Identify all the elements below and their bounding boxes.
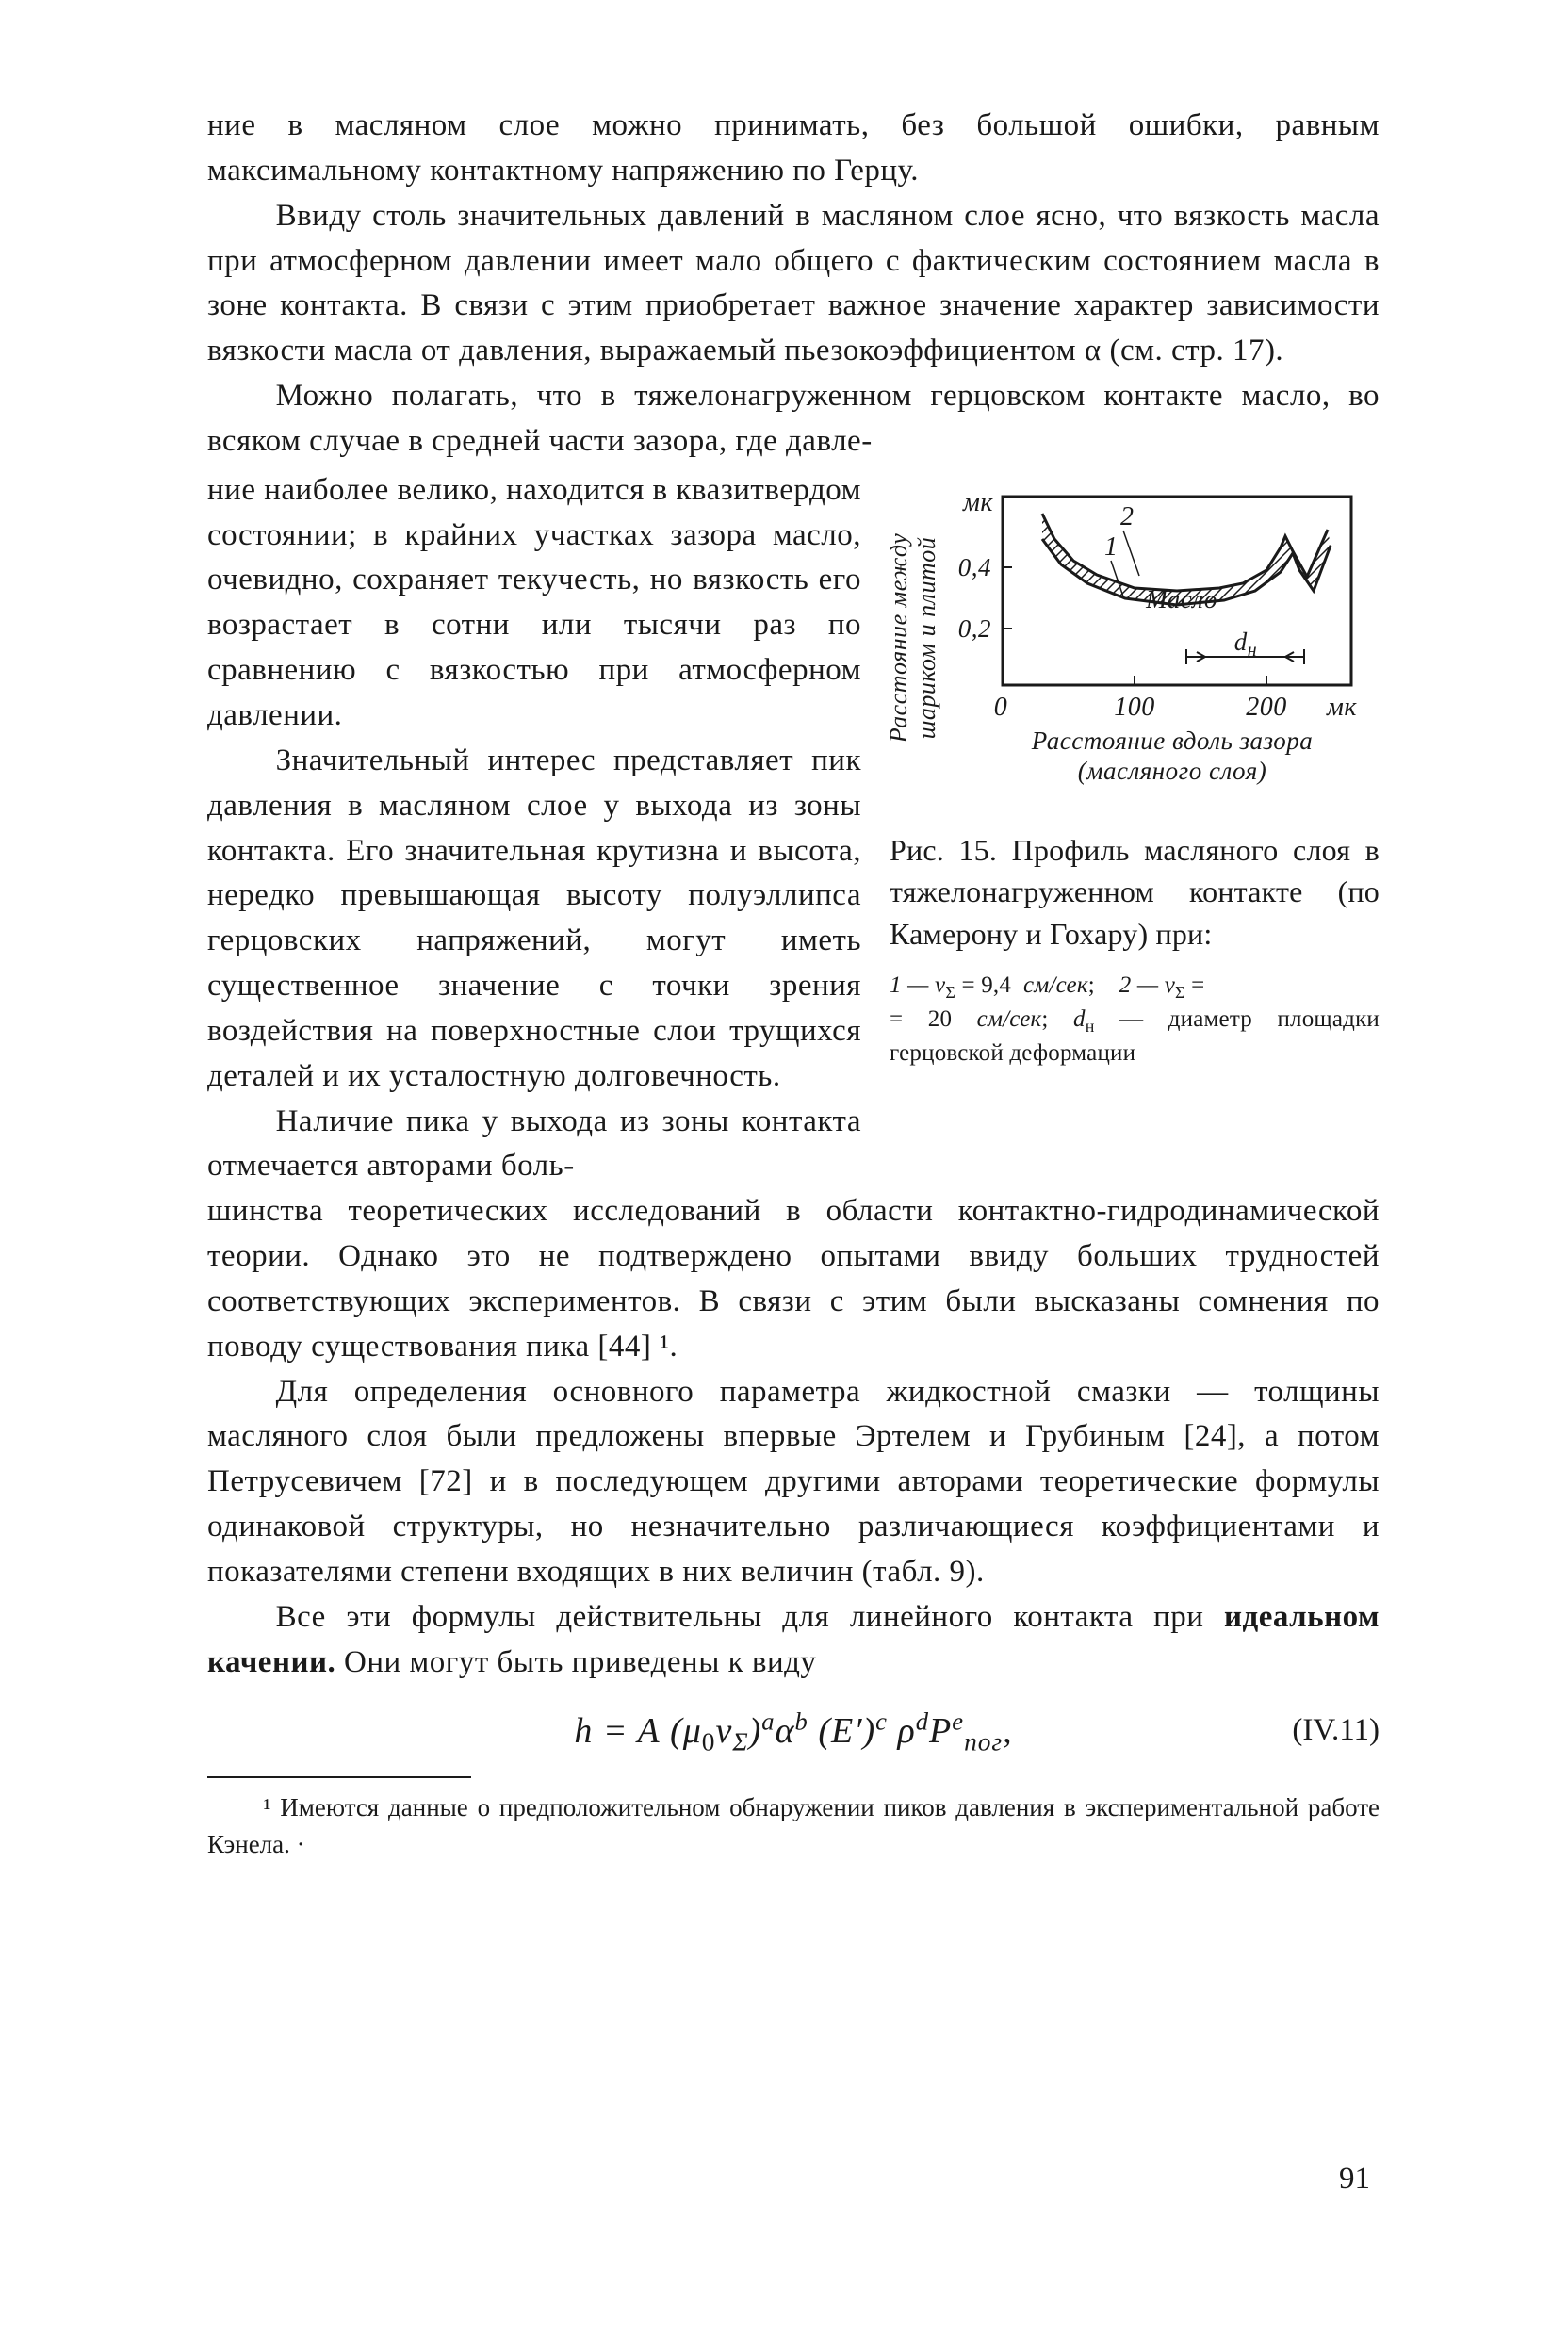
- figure-caption: Рис. 15. Профиль масляного слоя в тяжело…: [890, 829, 1380, 956]
- para-5: шинства теоретических исследований в обл…: [207, 1189, 1380, 1369]
- figure-legend: 1 — vΣ = 9,4 см/сек; 2 — vΣ == 20 см/сек…: [890, 969, 1380, 1071]
- para-7: Все эти формулы действительны для линейн…: [207, 1595, 1380, 1686]
- xticklabel-200: 200: [1246, 693, 1287, 722]
- chart-d-label: dн: [1234, 628, 1257, 661]
- para-6: Для определения основного параметра жидк…: [207, 1370, 1380, 1595]
- chart-oil-label: Масло: [1145, 585, 1217, 613]
- para-4a: ние наиболее велико, находится в квазитв…: [207, 468, 861, 739]
- para-7a: Все эти формулы действительны для линейн…: [276, 1600, 1224, 1634]
- footnote-separator: [207, 1776, 471, 1778]
- two-column-region: ние наиболее велико, находится в квазитв…: [207, 468, 1380, 1190]
- para-4c: Наличие пика у выхода из зоны контакта о…: [207, 1100, 861, 1190]
- para-2: Ввиду столь значительных давлений в масл…: [207, 194, 1380, 374]
- figure-column: Расстояние между шариком и плитой мк 0,4…: [890, 468, 1380, 1190]
- yticklabel-02: 0,2: [958, 614, 991, 643]
- chart-xlabel-1: Расстояние вдоль зазора: [1031, 727, 1313, 755]
- para-3: Можно полагать, что в тяжелонагруженном …: [207, 374, 1380, 465]
- body-text: ние в масляном слое можно принимать, без…: [207, 104, 1380, 1686]
- yticklabel-04: 0,4: [958, 553, 991, 581]
- chart-ylabel-2: шариком и плитой: [913, 536, 940, 739]
- para-4b: Значительный интерес представляет пик да…: [207, 739, 861, 1100]
- chart-curve2-label: 2: [1120, 502, 1135, 531]
- chart-xlabel-2: (масляного слоя): [1078, 757, 1266, 785]
- chart-x-unit: мк: [1326, 693, 1357, 722]
- chart-y-unit: мк: [962, 488, 993, 517]
- chart-ylabel-1: Расстояние между: [890, 533, 912, 743]
- xticklabel-0: 0: [994, 693, 1008, 722]
- para-7c: Они могут быть приведены к виду: [335, 1645, 816, 1679]
- figure-15-chart: Расстояние между шариком и плитой мк 0,4…: [890, 478, 1380, 798]
- xticklabel-100: 100: [1114, 693, 1155, 722]
- left-column: ние наиболее велико, находится в квазитв…: [207, 468, 861, 1190]
- leader-2: [1123, 531, 1139, 576]
- chart-curve1-label: 1: [1104, 532, 1119, 562]
- page-number: 91: [1339, 2162, 1370, 2197]
- para-1: ние в масляном слое можно принимать, без…: [207, 104, 1380, 194]
- equation-iv-11: h = A (μ0vΣ)aαb (E′)c ρdPeпог,: [574, 1710, 1012, 1752]
- page: ние в масляном слое можно принимать, без…: [0, 0, 1568, 2352]
- equation-number: (IV.11): [1292, 1713, 1380, 1748]
- equation-row: h = A (μ0vΣ)aαb (E′)c ρdPeпог, (IV.11): [207, 1710, 1380, 1752]
- footnote-1: ¹ Имеются данные о предположительном обн…: [207, 1789, 1380, 1863]
